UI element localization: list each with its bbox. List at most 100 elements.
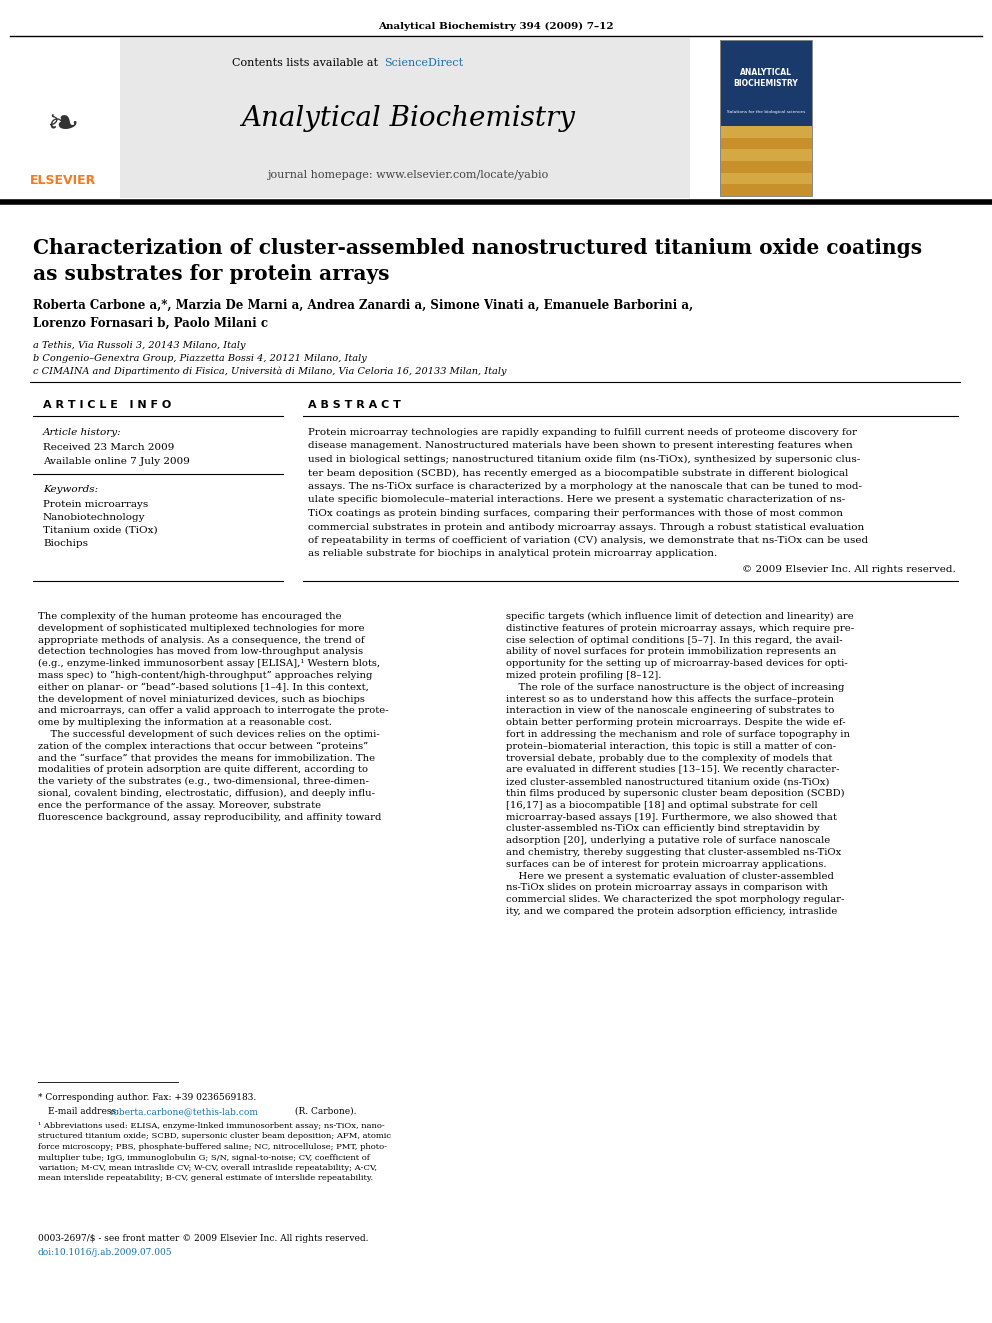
Text: opportunity for the setting up of microarray-based devices for opti-: opportunity for the setting up of microa…: [506, 659, 848, 668]
Text: TiOx coatings as protein binding surfaces, comparing their performances with tho: TiOx coatings as protein binding surface…: [308, 509, 843, 519]
Bar: [720, 149, 812, 161]
Text: structured titanium oxide; SCBD, supersonic cluster beam deposition; AFM, atomic: structured titanium oxide; SCBD, superso…: [38, 1132, 391, 1140]
Text: mass spec) to “high-content/high-throughput” approaches relying: mass spec) to “high-content/high-through…: [38, 671, 372, 680]
Text: a Tethis, Via Russoli 3, 20143 Milano, Italy: a Tethis, Via Russoli 3, 20143 Milano, I…: [33, 341, 245, 351]
Text: specific targets (which influence limit of detection and linearity) are: specific targets (which influence limit …: [506, 613, 854, 620]
Text: and the “surface” that provides the means for immobilization. The: and the “surface” that provides the mean…: [38, 754, 375, 763]
Text: fluorescence background, assay reproducibility, and affinity toward: fluorescence background, assay reproduci…: [38, 812, 381, 822]
Text: A B S T R A C T: A B S T R A C T: [308, 400, 401, 410]
Text: assays. The ns-TiOx surface is characterized by a morphology at the nanoscale th: assays. The ns-TiOx surface is character…: [308, 482, 862, 491]
Text: either on planar- or “bead”-based solutions [1–4]. In this context,: either on planar- or “bead”-based soluti…: [38, 683, 369, 692]
Text: adsorption [20], underlying a putative role of surface nanoscale: adsorption [20], underlying a putative r…: [506, 836, 830, 845]
Text: c CIMAINA and Dipartimento di Fisica, Università di Milano, Via Celoria 16, 2013: c CIMAINA and Dipartimento di Fisica, Un…: [33, 366, 507, 377]
Text: A R T I C L E   I N F O: A R T I C L E I N F O: [43, 400, 172, 410]
Text: ¹ Abbreviations used: ELISA, enzyme-linked immunosorbent assay; ns-TiOx, nano-: ¹ Abbreviations used: ELISA, enzyme-link…: [38, 1122, 385, 1130]
Text: ulate specific biomolecule–material interactions. Here we present a systematic c: ulate specific biomolecule–material inte…: [308, 496, 845, 504]
Text: ter beam deposition (SCBD), has recently emerged as a biocompatible substrate in: ter beam deposition (SCBD), has recently…: [308, 468, 848, 478]
Text: Article history:: Article history:: [43, 429, 122, 437]
Bar: [720, 40, 812, 126]
Text: Protein microarray technologies are rapidly expanding to fulfill current needs o: Protein microarray technologies are rapi…: [308, 429, 857, 437]
Text: ity, and we compared the protein adsorption efficiency, intraslide: ity, and we compared the protein adsorpt…: [506, 908, 837, 916]
Text: as substrates for protein arrays: as substrates for protein arrays: [33, 265, 390, 284]
Text: sional, covalent binding, electrostatic, diffusion), and deeply influ-: sional, covalent binding, electrostatic,…: [38, 789, 375, 798]
Text: ANALYTICAL
BIOCHEMISTRY: ANALYTICAL BIOCHEMISTRY: [734, 67, 799, 89]
Text: interaction in view of the nanoscale engineering of substrates to: interaction in view of the nanoscale eng…: [506, 706, 834, 716]
Text: b Congenio–Genextra Group, Piazzetta Bossi 4, 20121 Milano, Italy: b Congenio–Genextra Group, Piazzetta Bos…: [33, 355, 367, 363]
Text: zation of the complex interactions that occur between “proteins”: zation of the complex interactions that …: [38, 742, 368, 751]
Bar: [720, 172, 812, 184]
Text: ence the performance of the assay. Moreover, substrate: ence the performance of the assay. Moreo…: [38, 800, 321, 810]
Text: Here we present a systematic evaluation of cluster-assembled: Here we present a systematic evaluation …: [506, 872, 834, 881]
Text: of repeatability in terms of coefficient of variation (CV) analysis, we demonstr: of repeatability in terms of coefficient…: [308, 536, 868, 545]
Text: ScienceDirect: ScienceDirect: [384, 58, 463, 67]
Text: Lorenzo Fornasari b, Paolo Milani c: Lorenzo Fornasari b, Paolo Milani c: [33, 318, 268, 329]
Text: modalities of protein adsorption are quite different, according to: modalities of protein adsorption are qui…: [38, 766, 368, 774]
Text: Keywords:: Keywords:: [43, 486, 98, 493]
Text: (R. Carbone).: (R. Carbone).: [292, 1107, 356, 1117]
Text: and microarrays, can offer a valid approach to interrogate the prote-: and microarrays, can offer a valid appro…: [38, 706, 389, 716]
Text: cluster-assembled ns-TiOx can efficiently bind streptavidin by: cluster-assembled ns-TiOx can efficientl…: [506, 824, 819, 833]
Text: The successful development of such devices relies on the optimi-: The successful development of such devic…: [38, 730, 380, 740]
Text: Available online 7 July 2009: Available online 7 July 2009: [43, 456, 189, 466]
Text: troversial debate, probably due to the complexity of models that: troversial debate, probably due to the c…: [506, 754, 832, 762]
Text: detection technologies has moved from low-throughput analysis: detection technologies has moved from lo…: [38, 647, 363, 656]
Text: distinctive features of protein microarray assays, which require pre-: distinctive features of protein microarr…: [506, 624, 854, 632]
Text: Received 23 March 2009: Received 23 March 2009: [43, 443, 175, 452]
Text: as reliable substrate for biochips in analytical protein microarray application.: as reliable substrate for biochips in an…: [308, 549, 717, 558]
Bar: [720, 161, 812, 172]
Text: variation; M-CV, mean intraslide CV; W-CV, overall intraslide repeatability; A-C: variation; M-CV, mean intraslide CV; W-C…: [38, 1164, 377, 1172]
Text: microarray-based assays [19]. Furthermore, we also showed that: microarray-based assays [19]. Furthermor…: [506, 812, 837, 822]
Text: surfaces can be of interest for protein microarray applications.: surfaces can be of interest for protein …: [506, 860, 826, 869]
Text: Solutions for the biological sciences: Solutions for the biological sciences: [727, 110, 806, 114]
Text: roberta.carbone@tethis-lab.com: roberta.carbone@tethis-lab.com: [110, 1107, 259, 1117]
Bar: [720, 184, 812, 196]
Bar: [5, 38, 120, 198]
Text: ability of novel surfaces for protein immobilization represents an: ability of novel surfaces for protein im…: [506, 647, 836, 656]
Text: Contents lists available at: Contents lists available at: [232, 58, 382, 67]
Text: ome by multiplexing the information at a reasonable cost.: ome by multiplexing the information at a…: [38, 718, 332, 728]
Bar: [720, 126, 812, 138]
Text: Biochips: Biochips: [43, 538, 88, 548]
Text: ELSEVIER: ELSEVIER: [30, 175, 96, 187]
Text: cise selection of optimal conditions [5–7]. In this regard, the avail-: cise selection of optimal conditions [5–…: [506, 635, 842, 644]
Text: multiplier tube; IgG, immunoglobulin G; S/N, signal-to-noise; CV, coefficient of: multiplier tube; IgG, immunoglobulin G; …: [38, 1154, 370, 1162]
Bar: [720, 40, 812, 196]
Text: 0003-2697/$ - see front matter © 2009 Elsevier Inc. All rights reserved.: 0003-2697/$ - see front matter © 2009 El…: [38, 1234, 368, 1244]
Text: commercial slides. We characterized the spot morphology regular-: commercial slides. We characterized the …: [506, 896, 844, 904]
Text: * Corresponding author. Fax: +39 0236569183.: * Corresponding author. Fax: +39 0236569…: [38, 1093, 256, 1102]
Text: protein–biomaterial interaction, this topic is still a matter of con-: protein–biomaterial interaction, this to…: [506, 742, 836, 750]
Text: development of sophisticated multiplexed technologies for more: development of sophisticated multiplexed…: [38, 624, 365, 632]
Text: journal homepage: www.elsevier.com/locate/yabio: journal homepage: www.elsevier.com/locat…: [268, 169, 549, 180]
Text: the variety of the substrates (e.g., two-dimensional, three-dimen-: the variety of the substrates (e.g., two…: [38, 777, 369, 786]
Text: used in biological settings; nanostructured titanium oxide film (ns-TiOx), synth: used in biological settings; nanostructu…: [308, 455, 860, 464]
Text: Analytical Biochemistry 394 (2009) 7–12: Analytical Biochemistry 394 (2009) 7–12: [378, 22, 614, 32]
Text: interest so as to understand how this affects the surface–protein: interest so as to understand how this af…: [506, 695, 834, 704]
Text: mean interslide repeatability; B-CV, general estimate of interslide repeatabilit: mean interslide repeatability; B-CV, gen…: [38, 1175, 373, 1183]
Text: (e.g., enzyme-linked immunosorbent assay [ELISA],¹ Western blots,: (e.g., enzyme-linked immunosorbent assay…: [38, 659, 380, 668]
Text: Titanium oxide (TiOx): Titanium oxide (TiOx): [43, 527, 158, 534]
Text: ized cluster-assembled nanostructured titanium oxide (ns-TiOx): ized cluster-assembled nanostructured ti…: [506, 777, 829, 786]
Text: ns-TiOx slides on protein microarray assays in comparison with: ns-TiOx slides on protein microarray ass…: [506, 884, 828, 893]
Text: Nanobiotechnology: Nanobiotechnology: [43, 513, 146, 523]
Text: disease management. Nanostructured materials have been shown to present interest: disease management. Nanostructured mater…: [308, 442, 853, 451]
Text: Analytical Biochemistry: Analytical Biochemistry: [241, 105, 575, 131]
Bar: [28, 38, 690, 198]
Text: thin films produced by supersonic cluster beam deposition (SCBD): thin films produced by supersonic cluste…: [506, 789, 844, 798]
Text: and chemistry, thereby suggesting that cluster-assembled ns-TiOx: and chemistry, thereby suggesting that c…: [506, 848, 841, 857]
Text: Roberta Carbone a,*, Marzia De Marni a, Andrea Zanardi a, Simone Vinati a, Emanu: Roberta Carbone a,*, Marzia De Marni a, …: [33, 299, 693, 312]
Text: The role of the surface nanostructure is the object of increasing: The role of the surface nanostructure is…: [506, 683, 844, 692]
Text: © 2009 Elsevier Inc. All rights reserved.: © 2009 Elsevier Inc. All rights reserved…: [742, 565, 956, 574]
Text: force microscopy; PBS, phosphate-buffered saline; NC, nitrocellulose; PMT, photo: force microscopy; PBS, phosphate-buffere…: [38, 1143, 387, 1151]
Text: appropriate methods of analysis. As a consequence, the trend of: appropriate methods of analysis. As a co…: [38, 635, 365, 644]
Text: The complexity of the human proteome has encouraged the: The complexity of the human proteome has…: [38, 613, 341, 620]
Text: the development of novel miniaturized devices, such as biochips: the development of novel miniaturized de…: [38, 695, 365, 704]
Text: obtain better performing protein microarrays. Despite the wide ef-: obtain better performing protein microar…: [506, 718, 845, 728]
Text: [16,17] as a biocompatible [18] and optimal substrate for cell: [16,17] as a biocompatible [18] and opti…: [506, 800, 817, 810]
Text: E-mail address:: E-mail address:: [48, 1107, 122, 1117]
Text: mized protein profiling [8–12].: mized protein profiling [8–12].: [506, 671, 662, 680]
Text: fort in addressing the mechanism and role of surface topography in: fort in addressing the mechanism and rol…: [506, 730, 850, 740]
Text: ❧: ❧: [47, 106, 79, 144]
Text: Characterization of cluster-assembled nanostructured titanium oxide coatings: Characterization of cluster-assembled na…: [33, 238, 923, 258]
Text: commercial substrates in protein and antibody microarray assays. Through a robus: commercial substrates in protein and ant…: [308, 523, 864, 532]
Text: doi:10.1016/j.ab.2009.07.005: doi:10.1016/j.ab.2009.07.005: [38, 1248, 173, 1257]
